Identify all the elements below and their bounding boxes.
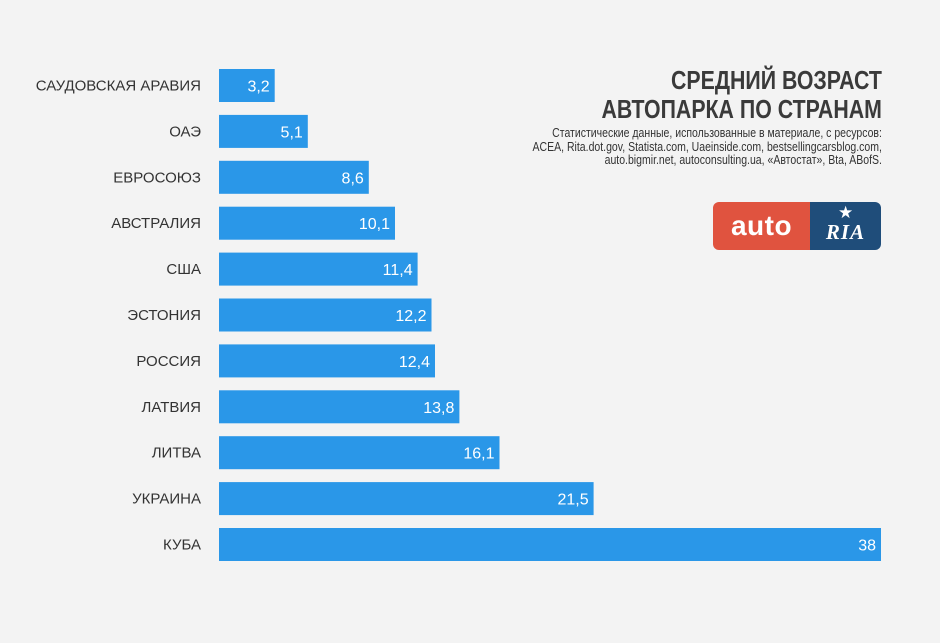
value-label: 8,6	[342, 170, 364, 187]
bar	[219, 390, 460, 424]
bar	[219, 482, 594, 516]
logo-auto-part: auto	[713, 202, 810, 250]
source-line-1: Статистические данные, использованные в …	[552, 126, 882, 140]
category-label: АВСТРАЛИЯ	[111, 215, 201, 232]
source-line-2: ACEA, Rita.dot.gov, Statista.com, Uaeins…	[532, 139, 882, 154]
category-label: ЭСТОНИЯ	[127, 307, 201, 324]
bar	[219, 69, 275, 102]
category-label: ЕВРОСОЮЗ	[113, 169, 201, 186]
value-label: 12,4	[399, 354, 430, 371]
category-label: КУБА	[163, 537, 201, 554]
value-label: 13,8	[423, 400, 454, 417]
value-label: 3,2	[247, 79, 269, 96]
category-label: ОАЭ	[169, 123, 201, 140]
category-label: САУДОВСКАЯ АРАВИЯ	[36, 78, 201, 95]
bar	[219, 344, 435, 378]
source-note: Статистические данные, использованные в …	[466, 126, 882, 168]
bar	[219, 436, 500, 470]
bar	[219, 298, 432, 332]
category-label: ЛИТВА	[152, 445, 201, 462]
title-line-2: АВТОПАРКА ПО СТРАНАМ	[601, 94, 882, 124]
value-label: 16,1	[463, 446, 494, 463]
source-line-3: auto.bigmir.net, autoconsulting.ua, «Авт…	[604, 153, 882, 167]
chart-title: СРЕДНИЙ ВОЗРАСТ АВТОПАРКА ПО СТРАНАМ	[540, 66, 882, 124]
category-label: ЛАТВИЯ	[142, 399, 201, 416]
bar	[219, 114, 308, 148]
title-line-1: СРЕДНИЙ ВОЗРАСТ	[671, 65, 882, 95]
category-label: РОССИЯ	[136, 353, 201, 370]
value-label: 38	[858, 538, 876, 555]
bar	[219, 528, 881, 561]
logo-ria-text: RIA	[825, 220, 866, 244]
category-label: УКРАИНА	[132, 491, 201, 508]
bar	[219, 160, 369, 194]
category-label: США	[166, 261, 201, 278]
logo-ria-part: ★ RIA	[810, 202, 881, 250]
value-label: 11,4	[383, 262, 413, 279]
value-label: 5,1	[281, 124, 303, 141]
star-icon: ★	[838, 203, 854, 222]
bar	[219, 252, 418, 286]
value-label: 12,2	[395, 308, 426, 325]
value-label: 21,5	[557, 492, 588, 509]
autoria-logo: auto ★ RIA	[713, 202, 881, 250]
bar	[219, 206, 395, 240]
value-label: 10,1	[359, 216, 390, 233]
